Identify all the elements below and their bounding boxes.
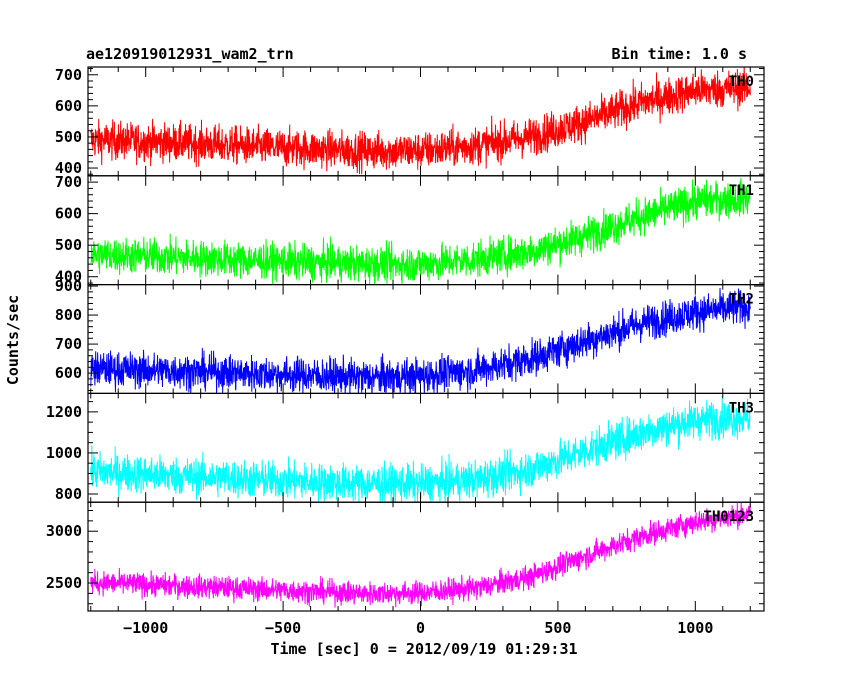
y-tick-label: 400 bbox=[55, 268, 82, 286]
series-line-th2 bbox=[90, 287, 751, 394]
y-tick-label: 500 bbox=[55, 128, 82, 146]
panel-th1: 400 500 600 700 TH1 bbox=[55, 173, 765, 286]
chart-title-right: Bin time: 1.0 s bbox=[612, 45, 747, 63]
x-tick-label: −500 bbox=[265, 619, 301, 637]
y-tick-label: 3000 bbox=[46, 522, 82, 540]
y-tick-label: 700 bbox=[55, 173, 82, 191]
x-axis-label: Time [sec] 0 = 2012/09/19 01:29:31 bbox=[270, 640, 577, 658]
panel-label-th0: TH0 bbox=[729, 74, 754, 90]
y-tick-label: 600 bbox=[55, 364, 82, 382]
panel-label-th2: TH2 bbox=[729, 292, 754, 308]
series-line-th3 bbox=[90, 396, 751, 503]
y-tick-label: 700 bbox=[55, 335, 82, 353]
y-tick-label: 1200 bbox=[46, 403, 82, 421]
panels-group: 400 500 600 700 TH0 400 500 600 700 TH1 600 700 800 9… bbox=[46, 66, 765, 637]
panel-frame bbox=[87, 66, 765, 177]
y-tick-label: 900 bbox=[55, 277, 82, 295]
y-tick-label: 800 bbox=[55, 306, 82, 324]
y-tick-label: 600 bbox=[55, 97, 82, 115]
y-tick-label: 1000 bbox=[46, 444, 82, 462]
x-tick-label: 500 bbox=[544, 619, 571, 637]
panel-th0: 400 500 600 700 TH0 bbox=[55, 66, 765, 177]
y-axis-label: Counts/sec bbox=[4, 295, 22, 385]
y-tick-label: 2500 bbox=[46, 574, 82, 592]
series-line-th0123 bbox=[90, 502, 751, 608]
y-tick-label: 700 bbox=[55, 66, 82, 84]
y-tick-label: 600 bbox=[55, 205, 82, 223]
panel-label-th3: TH3 bbox=[729, 400, 754, 416]
panel-th2: 600 700 800 900 TH2 bbox=[55, 277, 765, 395]
panel-frame bbox=[87, 501, 765, 612]
x-tick-label: 1000 bbox=[677, 619, 713, 637]
series-line-th1 bbox=[90, 177, 751, 285]
x-tick-label: −1000 bbox=[123, 619, 168, 637]
chart-title-left: ae120919012931_wam2_trn bbox=[86, 45, 294, 63]
y-tick-label: 400 bbox=[55, 159, 82, 177]
y-tick-label: 500 bbox=[55, 236, 82, 254]
panel-label-th1: TH1 bbox=[729, 183, 754, 199]
x-tick-label: 0 bbox=[416, 619, 425, 637]
panel-th3: 800 1000 1200 TH3 bbox=[46, 392, 765, 503]
panel-label-th0123: TH0123 bbox=[703, 509, 754, 525]
series-line-th0 bbox=[90, 67, 751, 175]
panel-th0123: 2500 3000 TH0123 bbox=[46, 501, 765, 612]
y-tick-label: 800 bbox=[55, 485, 82, 503]
